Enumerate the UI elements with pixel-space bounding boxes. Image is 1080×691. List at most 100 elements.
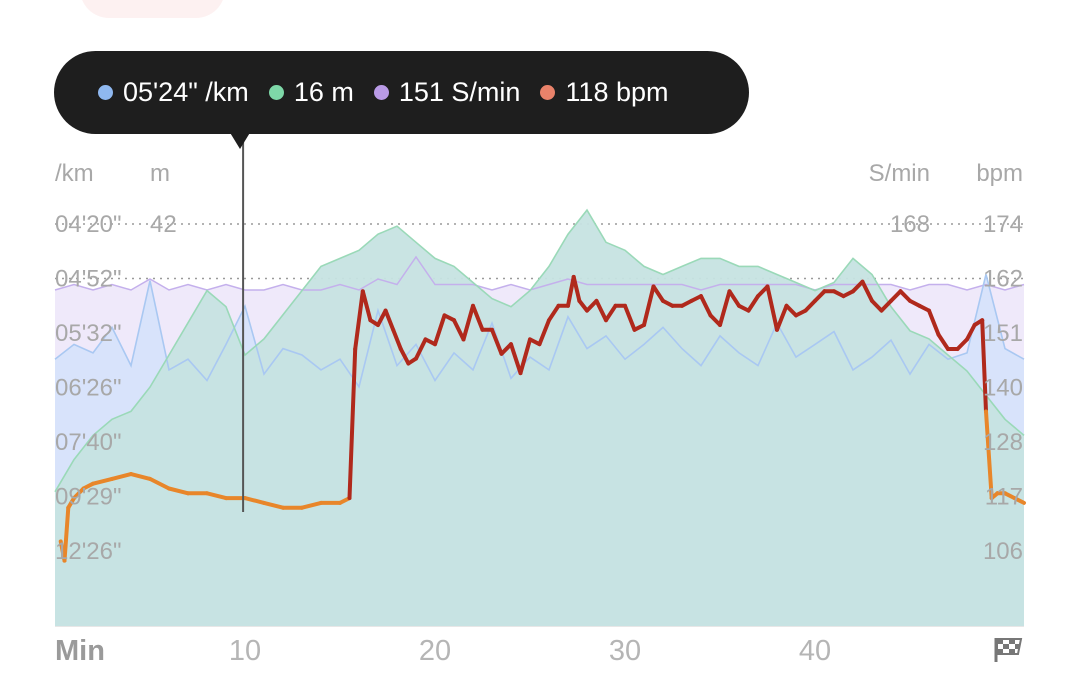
heart-rate-segment — [518, 337, 532, 376]
heart-rate-segment — [980, 318, 988, 414]
heart-rate-unit-label: bpm — [976, 160, 1023, 187]
tooltip-pointer — [229, 131, 251, 149]
heart-rate-segment — [243, 496, 266, 505]
pace-tick-label: 05'32" — [55, 320, 122, 347]
pace-unit-label: /km — [55, 160, 94, 187]
tooltip-altitude: 16 m — [268, 77, 354, 108]
tooltip-heart-rate-value: 118 bpm — [565, 77, 669, 107]
heart-rate-segment — [718, 289, 732, 327]
pace-tick-label: 06'26" — [55, 375, 122, 402]
cadence-unit-label: S/min — [869, 160, 930, 187]
tooltip-heart-rate: 118 bpm — [540, 77, 669, 108]
heart-rate-segment — [383, 308, 396, 332]
pace-tick-label: 07'40" — [55, 429, 122, 456]
heart-rate-segment — [577, 298, 589, 313]
top-tab-indicator — [80, 0, 225, 18]
x-axis-labels: Min 10 20 30 40 — [55, 635, 831, 667]
altitude-tick-label: 42 — [150, 211, 177, 238]
heart-rate-segment — [571, 274, 582, 303]
heart-rate-segment — [110, 472, 133, 481]
heart-rate-segment — [347, 347, 358, 501]
x-axis-unit-label: Min — [55, 635, 105, 667]
tooltip-pace-value: 05'24" /km — [123, 77, 249, 107]
checkered-flag-icon — [994, 638, 1023, 662]
heart-rate-segment — [129, 472, 152, 481]
heart-rate-tick-label: 117 — [985, 484, 1023, 511]
heart-rate-segment — [461, 303, 475, 342]
heart-rate-segment — [537, 318, 551, 347]
heart-rate-segment — [262, 500, 285, 510]
heart-rate-segment — [360, 289, 373, 323]
altitude-area — [55, 210, 1024, 626]
value-tooltip: 05'24" /km 16 m 151 S/min 118 bpm — [54, 51, 749, 134]
heart-rate-segment — [594, 298, 608, 323]
heart-rate-segment — [642, 284, 656, 327]
heart-rate-segment — [490, 327, 504, 356]
heart-rate-segment — [955, 337, 969, 351]
x-tick-label: 20 — [419, 635, 451, 667]
tooltip-cadence: 151 S/min — [373, 77, 521, 108]
heart-rate-segment — [205, 491, 228, 501]
heart-rate-segment — [167, 486, 190, 496]
heart-rate-segment — [300, 500, 323, 510]
heart-rate-segment — [813, 289, 827, 303]
heart-rate-segment — [889, 289, 903, 303]
heart-rate-segment — [91, 476, 114, 486]
heart-rate-segment — [775, 303, 789, 332]
y-axis-labels: /km m S/min bpm 04'20" 04'52" 05'32" 06'26" 07'4… — [55, 160, 1023, 565]
pace-tick-label: 04'20" — [55, 211, 122, 238]
x-tick-label: 10 — [229, 635, 261, 667]
heart-rate-segment — [148, 476, 171, 491]
heart-rate-segment — [803, 298, 817, 313]
heart-rate-segment — [604, 303, 618, 323]
heart-rate-segment — [860, 279, 874, 303]
heart-rate-segment — [936, 332, 950, 351]
heart-rate-tick-label: 128 — [983, 429, 1023, 456]
pace-tick-label: 12'26" — [55, 538, 122, 565]
heart-rate-tick-label: 174 — [983, 211, 1023, 238]
heart-rate-tick-label: 162 — [983, 266, 1023, 293]
cadence-dot — [373, 85, 389, 100]
heart-rate-segment — [398, 347, 411, 366]
heart-rate-tick-label: 151 — [983, 320, 1023, 347]
heart-rate-segment — [851, 279, 865, 294]
tooltip-altitude-value: 16 m — [293, 77, 354, 107]
heart-rate-segment — [353, 289, 365, 351]
series-areas — [55, 210, 1024, 626]
heart-rate-segment — [927, 308, 941, 337]
heart-rate-segment — [727, 289, 741, 308]
heart-rate-segment — [391, 327, 403, 351]
heart-rate-tick-label: 106 — [983, 538, 1023, 565]
heart-rate-segment — [62, 505, 71, 563]
heart-rate-segment — [984, 409, 994, 501]
heart-rate-segment — [566, 274, 576, 308]
heart-rate-segment — [879, 298, 893, 313]
pace-line — [54, 274, 1025, 389]
tooltip-pace: 05'24" /km — [98, 77, 249, 108]
pace-tick-label: 04'52" — [55, 266, 122, 293]
heart-rate-segment — [870, 298, 884, 313]
heart-rate-segment — [72, 486, 86, 501]
series-lines — [54, 208, 1026, 563]
cadence-tick-label: 168 — [890, 211, 930, 238]
heart-rate-segment — [784, 303, 798, 318]
heart-rate-dot — [540, 85, 556, 100]
tooltip-cadence-value: 151 S/min — [398, 77, 521, 107]
heart-rate-segment — [452, 318, 466, 342]
altitude-line — [54, 208, 1025, 493]
heart-rate-segment — [746, 294, 760, 313]
heart-rate-segment — [651, 284, 665, 303]
x-tick-label: 40 — [799, 635, 831, 667]
heart-rate-segment — [699, 294, 713, 318]
heart-rate-segment — [414, 337, 428, 361]
pace-dot — [98, 85, 113, 100]
heart-rate-segment — [965, 323, 977, 342]
heart-rate-segment — [898, 289, 912, 303]
heart-rate-segment — [376, 308, 388, 327]
heart-rate-segment — [547, 303, 561, 323]
heart-rate-segment — [471, 303, 485, 332]
altitude-dot — [268, 85, 284, 100]
heart-rate-segment — [765, 284, 779, 332]
heart-rate-segment — [585, 298, 599, 313]
